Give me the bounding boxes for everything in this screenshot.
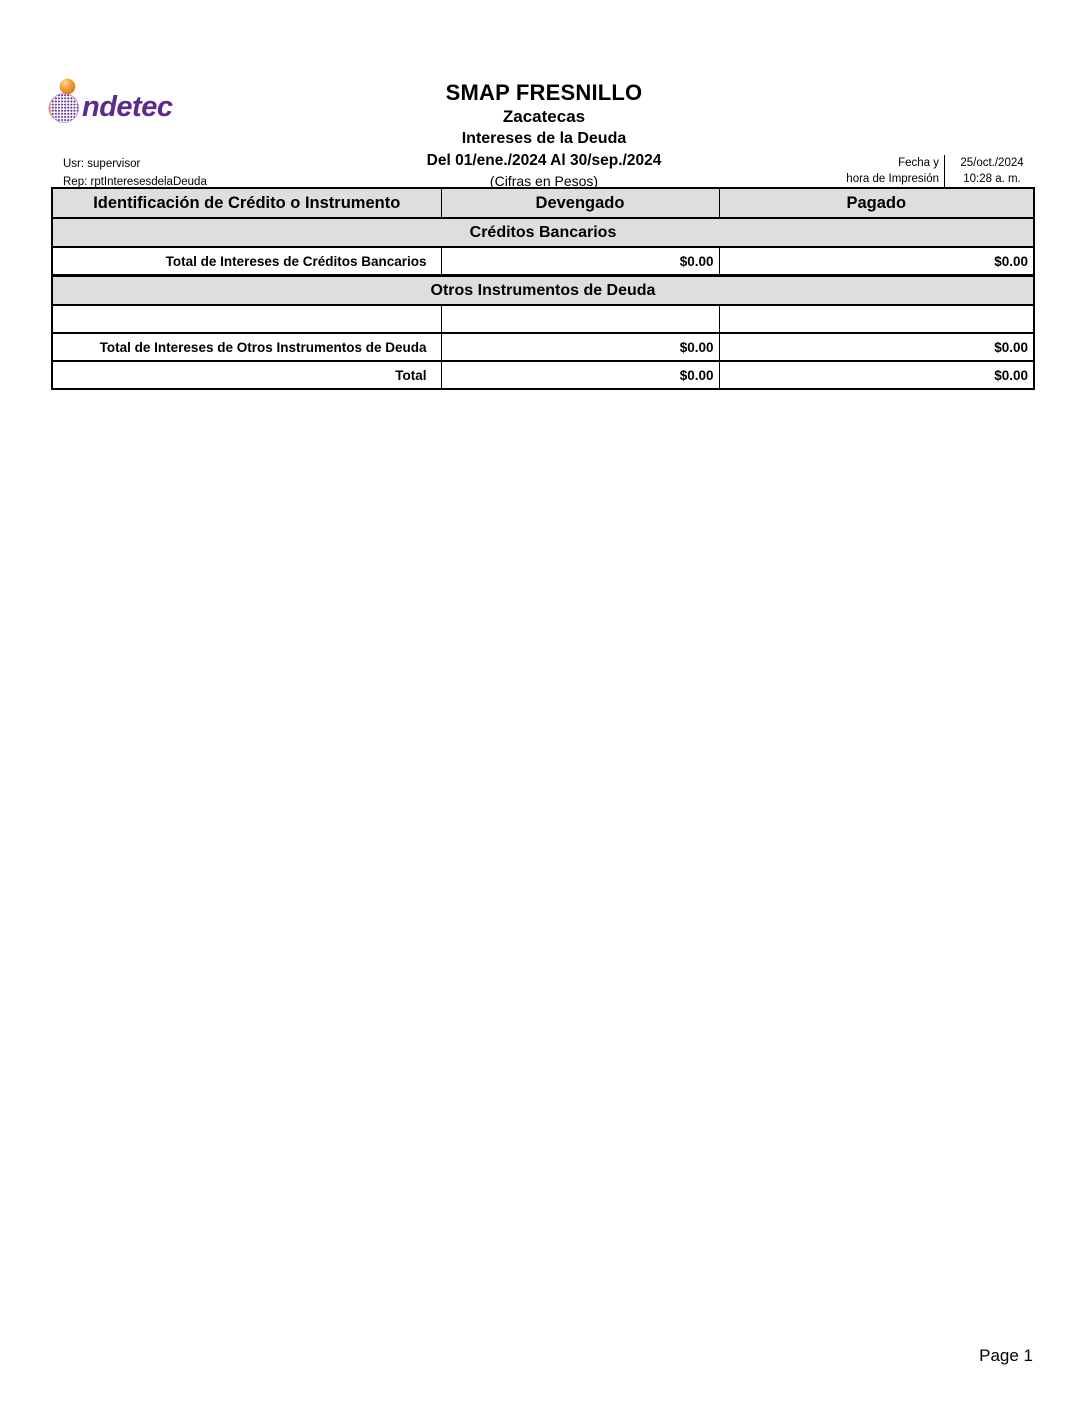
state-subtitle: Zacatecas: [502, 107, 586, 126]
column-header-pagado: Pagado: [718, 187, 1035, 219]
print-datetime-label-line1: Fecha y: [898, 157, 939, 169]
row-pagado-total-otros-instrumentos: $0.00: [718, 332, 1035, 362]
row-pagado-total-creditos-bancarios: $0.00: [718, 246, 1035, 276]
section-title-otros-instrumentos: Otros Instrumentos de Deuda: [51, 275, 1035, 306]
report-period: Del 01/ene./2024 Al 30/sep./2024: [426, 152, 662, 169]
report-units: (Cifras en Pesos): [489, 173, 599, 189]
print-date: 25/oct./2024: [960, 157, 1024, 169]
blank-cell-pagado: [718, 304, 1035, 334]
row-label-total-otros-instrumentos: Total de Intereses de Otros Instrumentos…: [51, 332, 442, 362]
row-devengado-total-otros-instrumentos: $0.00: [440, 332, 720, 362]
blank-cell-identificacion: [51, 304, 442, 334]
row-pagado-total: $0.00: [718, 360, 1035, 390]
column-header-devengado: Devengado: [440, 187, 720, 219]
section-row-creditos-bancarios: Créditos Bancarios: [51, 217, 1035, 248]
logo-orange-dot: [59, 78, 76, 95]
report-title: Intereses de la Deuda: [461, 130, 627, 147]
logo-orange-arc: [48, 98, 55, 119]
print-datetime-label-line2: hora de Impresión: [846, 173, 939, 185]
row-devengado-total-creditos-bancarios: $0.00: [440, 246, 720, 276]
blank-cell-devengado: [440, 304, 720, 334]
print-datetime-value: 25/oct./2024 10:28 a. m.: [944, 155, 1035, 187]
table-row-blank: [51, 304, 1035, 334]
table-header-row: Identificación de Crédito o Instrumento …: [51, 187, 1035, 219]
indetec-logo-svg: ndetec: [48, 78, 173, 123]
print-datetime-block: Fecha y hora de Impresión 25/oct./2024 1…: [830, 155, 1035, 187]
page-number: Page 1: [979, 1346, 1033, 1365]
row-devengado-total: $0.00: [440, 360, 720, 390]
logo-dotted-sphere: [49, 93, 79, 123]
report-header: SMAP FRESNILLO Zacatecas Intereses de la…: [294, 80, 794, 191]
column-header-identificacion: Identificación de Crédito o Instrumento: [51, 187, 442, 219]
section-title-creditos-bancarios: Créditos Bancarios: [51, 217, 1035, 248]
logo-sphere-outline: [49, 93, 79, 123]
organization-title: SMAP FRESNILLO: [445, 80, 643, 105]
row-label-total: Total: [51, 360, 442, 390]
otros-instrumentos-table: Otros Instrumentos de Deuda Total de Int…: [51, 275, 1035, 390]
logo-wordmark: ndetec: [82, 91, 173, 123]
table-row: Total de Intereses de Créditos Bancarios…: [51, 246, 1035, 276]
section-row-otros-instrumentos: Otros Instrumentos de Deuda: [51, 275, 1035, 306]
print-time: 10:28 a. m.: [963, 173, 1021, 185]
table-row: Total $0.00 $0.00: [51, 360, 1035, 390]
row-label-total-creditos-bancarios: Total de Intereses de Créditos Bancarios: [51, 246, 442, 276]
report-id-line: Rep: rptInteresesdelaDeuda: [63, 176, 207, 188]
table-row: Total de Intereses de Otros Instrumentos…: [51, 332, 1035, 362]
report-meta-left: Usr: supervisor Rep: rptInteresesdelaDeu…: [63, 155, 207, 191]
creditos-bancarios-table: Identificación de Crédito o Instrumento …: [51, 187, 1035, 276]
indetec-logo: ndetec: [45, 72, 195, 128]
print-datetime-label: Fecha y hora de Impresión: [830, 155, 944, 187]
user-line: Usr: supervisor: [63, 158, 141, 170]
